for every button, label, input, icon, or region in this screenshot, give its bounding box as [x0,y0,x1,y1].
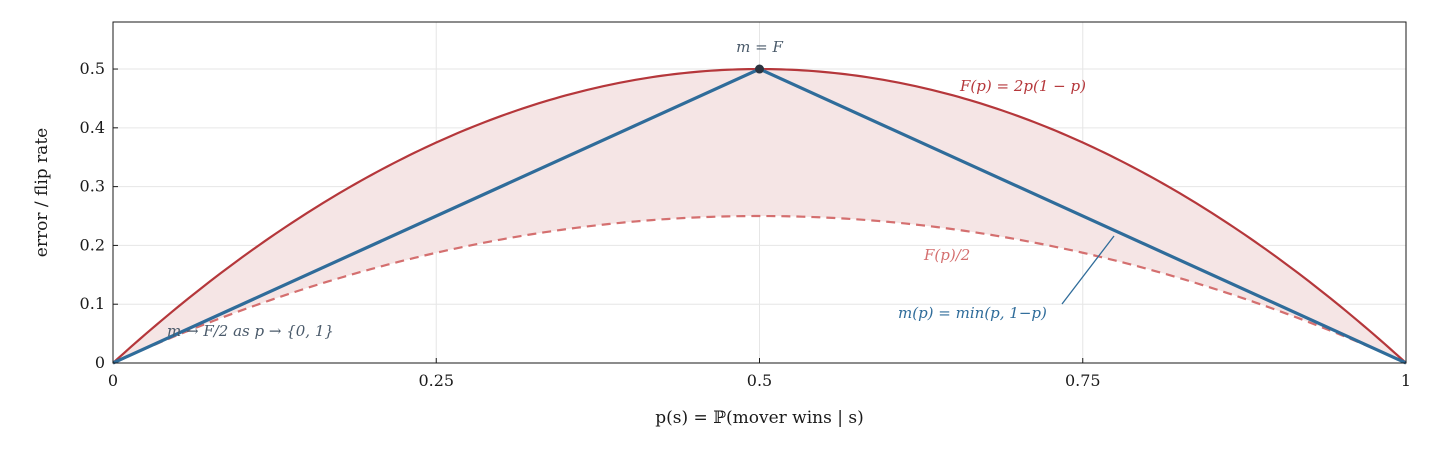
y-tick-label: 0 [95,353,105,372]
y-tick-label: 0.5 [80,59,105,78]
x-tick-label: 0.25 [418,371,454,390]
m-series-label: m(p) = min(p, 1−p) [898,304,1047,322]
y-axis-label: error / flip rate [32,128,52,257]
y-tick-label: 0.3 [80,177,105,196]
half-series-label: F(p)/2 [923,246,970,264]
peak-annotation: m = F [736,38,783,56]
x-tick-label: 1 [1401,371,1411,390]
F-series-label: F(p) = 2p(1 − p) [959,77,1086,95]
x-tick-label: 0.5 [747,371,772,390]
series-line-half-F [112,214,1407,365]
y-tick-label: 0.2 [80,235,105,254]
x-tick-label: 0.75 [1065,371,1101,390]
m-label-leader-line [1061,235,1115,305]
ticks: 0 0.25 0.5 0.75 1 0 0.1 0.2 0.3 0.4 0.5 [80,59,1412,390]
limit-note: m → F/2 as p → {0, 1} [167,322,334,340]
x-tick-label: 0 [108,371,118,390]
y-tick-label: 0.4 [80,118,105,137]
x-axis-label: p(s) = ℙ(mover wins | s) [655,408,863,428]
peak-point [755,64,764,74]
y-tick-label: 0.1 [80,294,105,313]
